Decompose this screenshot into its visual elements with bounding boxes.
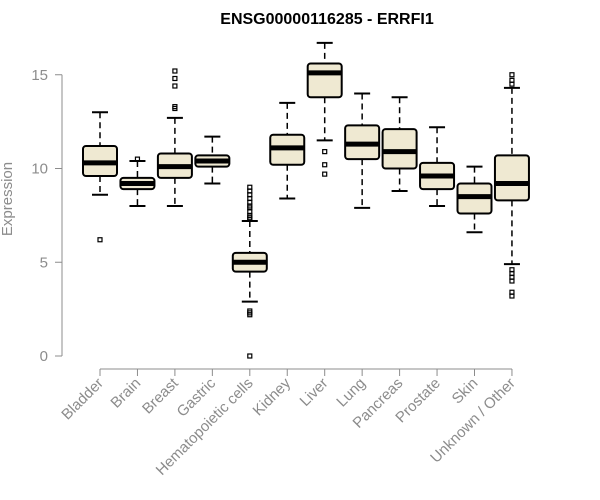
outlier-point	[134, 156, 141, 162]
outlier-point	[172, 75, 178, 82]
outlier-point	[172, 83, 178, 89]
outlier-point	[247, 353, 253, 359]
outlier-point	[322, 162, 328, 168]
outlier-point	[509, 289, 515, 295]
outlier-point	[247, 308, 253, 314]
y-tick-label: 10	[31, 161, 48, 178]
x-tick-label: Bladder	[58, 375, 107, 424]
x-tick-label: Skin	[449, 375, 482, 408]
y-tick-label: 5	[40, 254, 48, 271]
y-tick-label: 0	[40, 348, 48, 365]
outlier-point	[509, 72, 515, 78]
y-axis-label: Expression	[0, 162, 16, 236]
outlier-point	[322, 149, 328, 155]
outlier-point	[172, 68, 178, 74]
outlier-point	[97, 237, 103, 243]
chart-title: ENSG00000116285 - ERRFI1	[220, 11, 434, 28]
y-tick-label: 15	[31, 67, 48, 84]
box	[381, 128, 418, 170]
x-tick-label: Kidney	[250, 374, 295, 419]
outlier-point	[322, 171, 328, 177]
outlier-point	[509, 77, 515, 83]
outlier-point	[172, 104, 178, 110]
outlier-point	[247, 184, 253, 190]
box	[306, 62, 343, 99]
x-tick-label: Liver	[297, 375, 332, 410]
outlier-point	[509, 267, 515, 273]
box	[493, 154, 530, 202]
